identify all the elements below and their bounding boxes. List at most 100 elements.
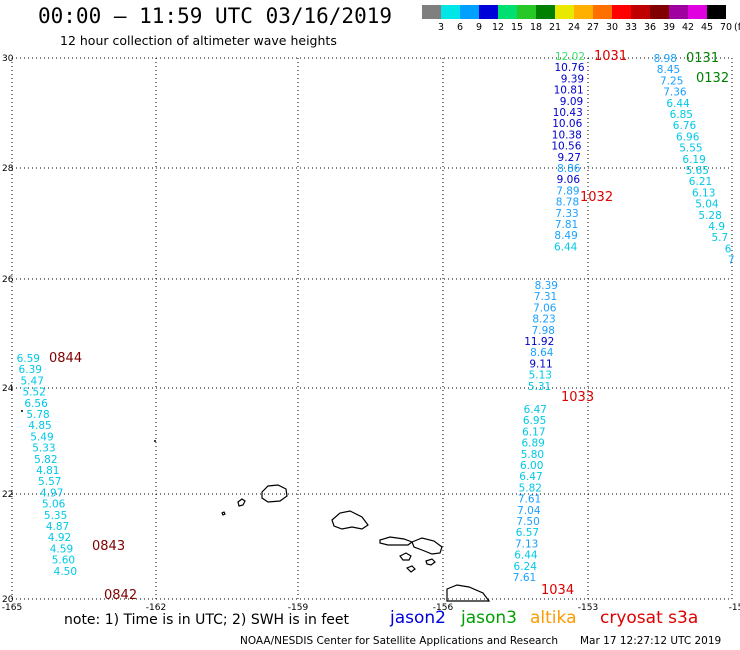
swh-value: 6.47 (519, 471, 542, 483)
swh-value: 5.82 (519, 482, 542, 494)
pass-label: 1031 (594, 49, 627, 64)
pass-label: 0843 (92, 539, 125, 554)
swh-value: 5.78 (26, 409, 49, 421)
swh-value: 9.06 (557, 174, 581, 186)
lon-tick-label: -156 (433, 603, 454, 613)
legend-swatch (517, 5, 536, 19)
page-title: 00:00 – 11:59 UTC 03/16/2019 (38, 4, 393, 28)
legend-swatch (631, 5, 650, 19)
legend-label: 24 (567, 22, 581, 33)
swh-value: 6 (725, 243, 732, 255)
legend-swatch (441, 5, 460, 19)
swh-value: 6.19 (682, 154, 705, 166)
swh-value: 8.98 (654, 53, 677, 65)
swh-value: 10.56 (551, 141, 581, 153)
legend-swatch (593, 5, 612, 19)
island-dot (21, 410, 23, 412)
credit-line: NOAA/NESDIS Center for Satellite Applica… (240, 635, 558, 647)
lon-tick-label: -15 (729, 603, 740, 613)
mission-cryosat-s3a: cryosat s3a (600, 608, 699, 628)
swh-value: 11.92 (524, 336, 554, 348)
island-outline (405, 565, 416, 573)
swh-value: 4.59 (50, 543, 73, 555)
island-outline (399, 552, 412, 561)
swh-value: 7.89 (556, 185, 579, 197)
island-outline (411, 537, 443, 555)
legend-label: 45 (700, 22, 714, 33)
legend-swatch (650, 5, 669, 19)
swh-value: 4.9 (708, 221, 725, 233)
swh-value: 5.60 (52, 555, 75, 567)
swh-value: 8.23 (532, 314, 555, 326)
legend-label: 42 (681, 22, 695, 33)
swh-value: 7.98 (532, 325, 555, 337)
swh-value: 8.64 (530, 347, 554, 359)
pass-label: 0844 (49, 351, 82, 366)
swh-value: 5.31 (528, 381, 551, 393)
swh-value: 5.47 (21, 375, 44, 387)
swh-value: 8.78 (556, 197, 579, 209)
swh-value: 6.13 (692, 187, 715, 199)
swh-value: 5.04 (695, 199, 719, 211)
legend-swatch (555, 5, 574, 19)
swh-value: 5.13 (529, 370, 552, 382)
legend-swatch (688, 5, 707, 19)
swh-value: 10.43 (553, 107, 583, 119)
legend-swatch (707, 5, 726, 19)
swh-value: 9.39 (561, 73, 584, 85)
swh-value: 9.11 (529, 358, 552, 370)
swh-value: 7 (728, 255, 735, 267)
legend-unit: (ft) (734, 22, 740, 33)
swh-value: 4.50 (54, 566, 77, 578)
legend-label: 36 (643, 22, 657, 33)
swh-value: 8.49 (554, 230, 577, 242)
swh-value: 6.44 (554, 241, 578, 253)
swh-value: 7.31 (534, 291, 557, 303)
swh-value: 6.17 (522, 426, 545, 438)
legend-label: 3 (437, 22, 445, 33)
swh-value: 5.49 (30, 431, 53, 443)
swh-value: 9.09 (560, 96, 583, 108)
swh-value: 8.39 (535, 280, 558, 292)
swh-value: 10.76 (554, 62, 584, 74)
lat-tick-label: 20 (2, 595, 14, 605)
swh-value: 10.81 (554, 85, 584, 97)
swh-value: 7.81 (555, 219, 578, 231)
swh-value: 5.80 (521, 449, 544, 461)
swh-value: 6.59 (17, 353, 40, 365)
legend-swatch (612, 5, 631, 19)
lon-tick-label: -162 (146, 603, 166, 613)
island-outline (221, 511, 226, 516)
swh-value: 6.85 (670, 109, 693, 121)
lon-tick-label: -153 (578, 603, 598, 613)
legend-label: 12 (491, 22, 505, 33)
legend-swatch (574, 5, 593, 19)
swh-value: 4.97 (40, 487, 63, 499)
legend-label: 33 (624, 22, 638, 33)
swh-value: 6.57 (516, 527, 539, 539)
swh-value: 7.50 (516, 516, 539, 528)
swh-value: 6.00 (520, 460, 543, 472)
footer-note: note: 1) Time is in UTC; 2) SWH is in fe… (64, 612, 350, 628)
swh-value: 5.55 (679, 143, 702, 155)
swh-value: 7.61 (518, 494, 541, 506)
legend-swatch (498, 5, 517, 19)
swh-value: 4.92 (48, 532, 71, 544)
swh-value: 6.21 (689, 176, 712, 188)
lon-tick-label: -159 (288, 603, 309, 613)
swh-value: 12.02 (555, 51, 585, 63)
swh-value: 7.25 (660, 75, 683, 87)
legend-label: 21 (548, 22, 562, 33)
pass-label: 1032 (580, 190, 613, 205)
island-outline (379, 536, 414, 546)
swh-value: 6.44 (666, 98, 690, 110)
swh-value: 7.33 (555, 208, 578, 220)
mission-jason3: jason3 (461, 608, 517, 628)
swh-value: 5.35 (44, 510, 67, 522)
pass-label: 0131 (686, 51, 719, 66)
swh-value: 6.76 (673, 120, 697, 132)
island-outline (261, 484, 288, 503)
swh-value: 7.36 (663, 87, 687, 99)
swh-value: 7.61 (513, 572, 536, 584)
